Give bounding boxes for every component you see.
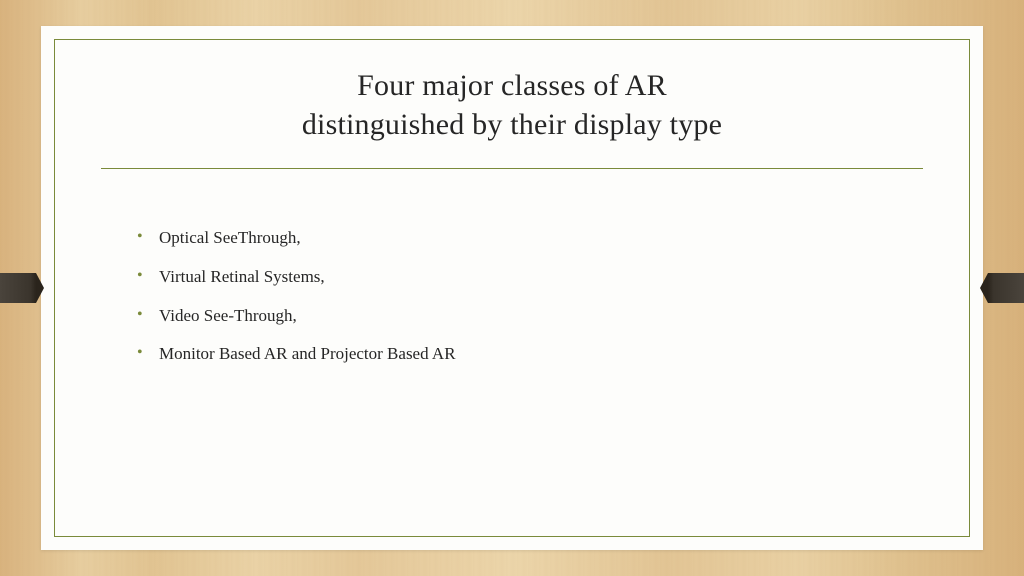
list-item: Video See-Through, [133,304,456,328]
ribbon-left-decor [0,273,36,303]
ribbon-right-decor [988,273,1024,303]
bullet-list: Optical SeeThrough, Virtual Retinal Syst… [133,226,456,381]
title-line-1: Four major classes of AR [101,66,923,105]
list-item: Monitor Based AR and Projector Based AR [133,342,456,366]
list-item: Optical SeeThrough, [133,226,456,250]
list-item: Virtual Retinal Systems, [133,265,456,289]
slide-title-block: Four major classes of AR distinguished b… [41,66,983,144]
title-line-2: distinguished by their display type [101,105,923,144]
slide-card: Four major classes of AR distinguished b… [41,26,983,550]
title-divider [101,168,923,169]
